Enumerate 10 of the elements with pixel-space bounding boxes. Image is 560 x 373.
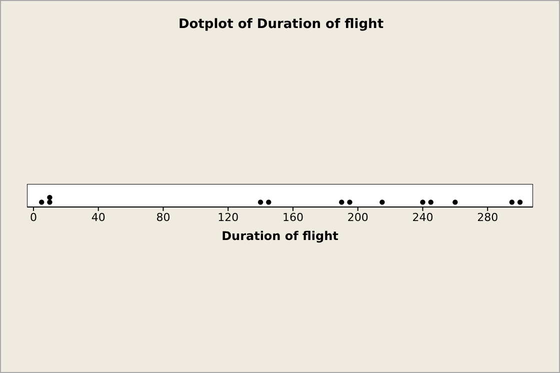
x-tick-label: 0 [30,210,37,224]
x-tick-label: 40 [91,210,106,224]
chart-title: Dotplot of Duration of flight [177,17,385,32]
x-tick-label: 80 [156,210,170,224]
x-tick-label: 160 [282,210,304,224]
x-tick-label: 280 [477,210,498,224]
x-axis-title: Duration of flight [220,229,340,243]
x-tick-label: 240 [412,210,434,224]
x-tick-label: 120 [218,210,239,224]
x-tick-label: 200 [347,210,368,224]
